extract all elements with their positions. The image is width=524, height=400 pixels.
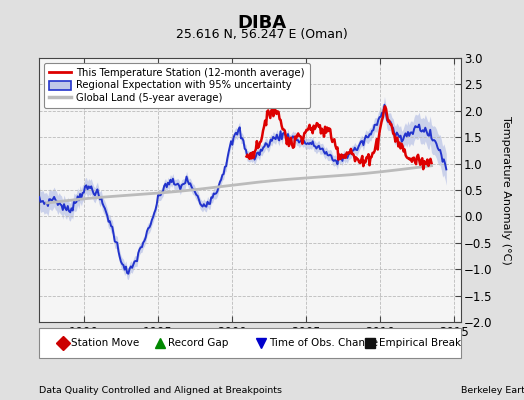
- Text: Empirical Break: Empirical Break: [379, 338, 461, 348]
- Text: 25.616 N, 56.247 E (Oman): 25.616 N, 56.247 E (Oman): [176, 28, 348, 41]
- Text: Station Move: Station Move: [71, 338, 139, 348]
- Text: Record Gap: Record Gap: [168, 338, 228, 348]
- Y-axis label: Temperature Anomaly (°C): Temperature Anomaly (°C): [501, 116, 511, 264]
- Text: Data Quality Controlled and Aligned at Breakpoints: Data Quality Controlled and Aligned at B…: [39, 386, 282, 395]
- Text: Time of Obs. Change: Time of Obs. Change: [269, 338, 378, 348]
- Legend: This Temperature Station (12-month average), Regional Expectation with 95% uncer: This Temperature Station (12-month avera…: [45, 63, 310, 108]
- FancyBboxPatch shape: [39, 328, 461, 358]
- Text: Berkeley Earth: Berkeley Earth: [461, 386, 524, 395]
- Text: DIBA: DIBA: [237, 14, 287, 32]
